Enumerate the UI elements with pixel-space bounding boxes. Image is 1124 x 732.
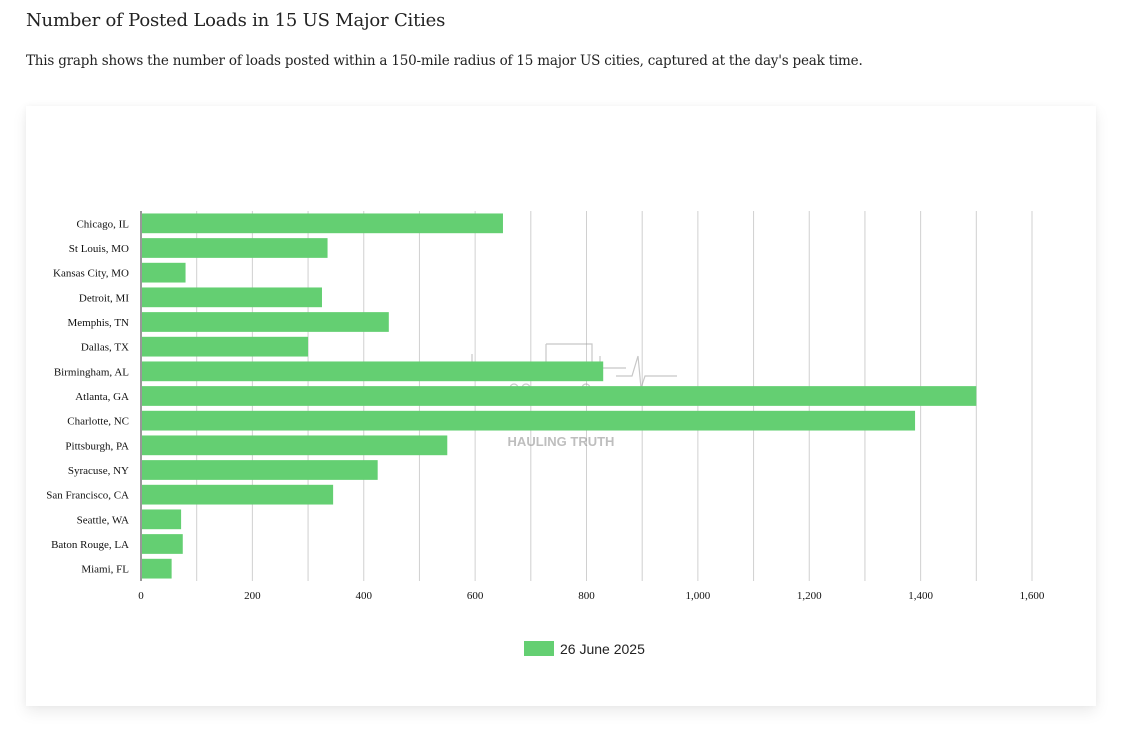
- chart-card: HAULING TRUTH Chicago, IL St Louis, MO Kan…: [26, 106, 1096, 706]
- bar-chart: HAULING TRUTH Chicago, IL St Louis, MO Kan…: [46, 211, 1045, 657]
- legend-label: 26 June 2025: [560, 641, 645, 657]
- category-label: Chicago, IL: [76, 218, 129, 230]
- category-label: Memphis, TN: [67, 317, 129, 329]
- x-tick-label: 1,200: [797, 590, 822, 602]
- category-label: St Louis, MO: [69, 243, 129, 255]
- bar[interactable]: [142, 262, 186, 283]
- category-label: Kansas City, MO: [53, 268, 129, 280]
- category-label: Dallas, TX: [81, 342, 129, 354]
- page-description: This graph shows the number of loads pos…: [26, 53, 863, 69]
- x-tick-label: 200: [244, 590, 261, 602]
- watermark-text: HAULING TRUTH: [508, 434, 615, 449]
- legend-swatch: [524, 641, 554, 656]
- bar[interactable]: [142, 287, 322, 308]
- category-label: Baton Rouge, LA: [51, 539, 129, 551]
- bar[interactable]: [142, 460, 378, 480]
- category-label: Atlanta, GA: [75, 391, 129, 403]
- category-label: Charlotte, NC: [67, 416, 129, 428]
- x-tick-label: 1,600: [1020, 590, 1045, 602]
- bar[interactable]: [142, 361, 604, 382]
- category-label: Syracuse, NY: [68, 465, 129, 477]
- x-tick-label: 0: [138, 590, 144, 602]
- category-label: Pittsburgh, PA: [65, 440, 129, 452]
- x-tick-label: 1,400: [908, 590, 933, 602]
- bar[interactable]: [142, 312, 389, 332]
- bar[interactable]: [142, 558, 172, 579]
- bar[interactable]: [142, 238, 328, 258]
- category-label: San Francisco, CA: [46, 490, 129, 502]
- bar[interactable]: [142, 534, 183, 554]
- bar[interactable]: [142, 386, 977, 406]
- category-label: Seattle, WA: [77, 514, 129, 526]
- bar[interactable]: [142, 410, 916, 431]
- category-labels: Chicago, IL St Louis, MO Kansas City, MO De…: [46, 218, 129, 575]
- x-tick-label: 400: [356, 590, 373, 602]
- x-tick-labels: 0 200 400 600 800 1,000 1,200 1,400 1,600: [138, 590, 1045, 602]
- x-tick-label: 1,000: [686, 590, 711, 602]
- bar[interactable]: [142, 484, 334, 505]
- x-tick-label: 600: [467, 590, 484, 602]
- category-label: Birmingham, AL: [54, 366, 129, 378]
- x-tick-label: 800: [578, 590, 595, 602]
- bar[interactable]: [142, 213, 503, 234]
- page-title: Number of Posted Loads in 15 US Major Ci…: [26, 10, 446, 31]
- bar[interactable]: [142, 509, 182, 530]
- legend[interactable]: 26 June 2025: [524, 641, 645, 657]
- category-label: Miami, FL: [81, 564, 129, 576]
- category-label: Detroit, MI: [79, 292, 129, 304]
- bar[interactable]: [142, 336, 309, 357]
- bar[interactable]: [142, 435, 448, 456]
- bars: [142, 213, 977, 579]
